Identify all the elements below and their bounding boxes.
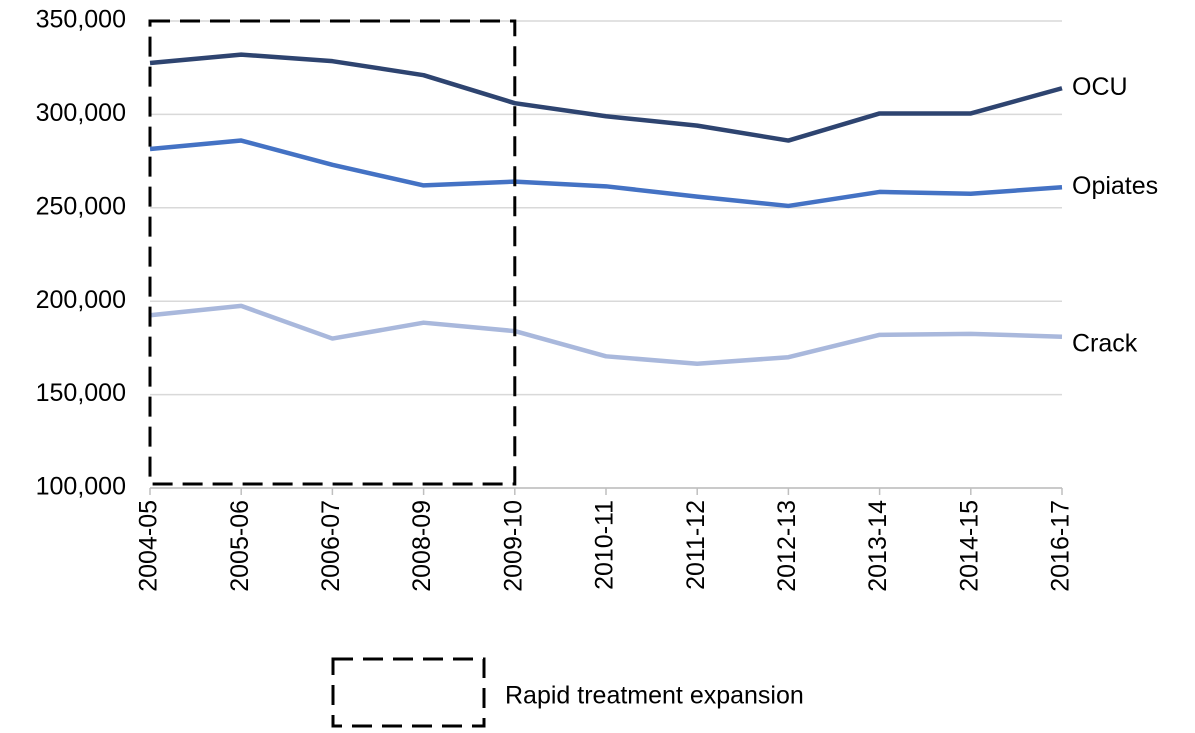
x-tick-label: 2011-12 <box>682 500 710 590</box>
y-tick-label: 250,000 <box>36 192 126 220</box>
legend-label: Rapid treatment expansion <box>505 682 804 710</box>
legend-swatch <box>331 657 486 728</box>
x-tick-label: 2004-05 <box>135 500 163 592</box>
series-label: OCU <box>1072 73 1128 101</box>
x-tick-label: 2013-14 <box>864 500 892 592</box>
y-tick-label: 300,000 <box>36 99 126 127</box>
series-line <box>149 52 1063 143</box>
y-tick-label: 200,000 <box>36 286 126 314</box>
x-tick-label: 2012-13 <box>773 500 801 592</box>
x-tick-label: 2010-11 <box>591 500 619 590</box>
x-tick-label: 2014-15 <box>955 500 983 592</box>
y-tick-label: 350,000 <box>36 6 126 34</box>
x-tick-label: 2008-09 <box>408 500 436 592</box>
y-tick-label: 100,000 <box>36 473 126 501</box>
series-label: Crack <box>1072 329 1138 357</box>
x-tick-label: 2009-10 <box>499 500 527 592</box>
x-tick-label: 2016-17 <box>1047 500 1075 592</box>
series-label: Opiates <box>1072 172 1158 200</box>
series-line <box>149 303 1063 367</box>
x-tick-label: 2006-07 <box>317 500 345 592</box>
y-tick-label: 150,000 <box>36 379 126 407</box>
x-tick-label: 2005-06 <box>226 500 254 592</box>
highlight-region <box>148 19 517 486</box>
series-line <box>149 138 1063 209</box>
